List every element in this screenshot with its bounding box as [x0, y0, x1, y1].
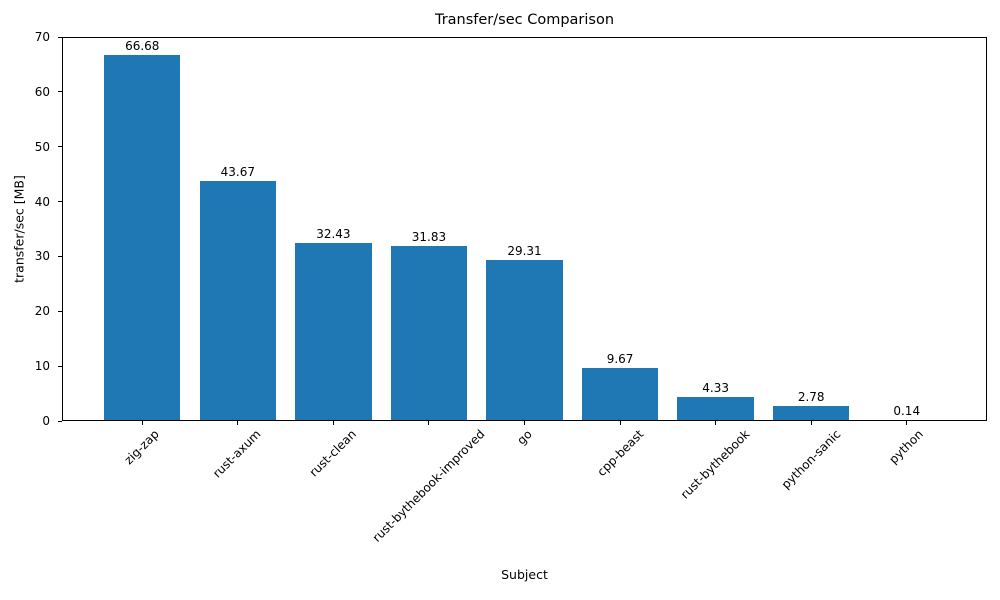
y-tick-label: 10 — [34, 359, 50, 374]
x-tick-mark — [237, 421, 239, 425]
y-tick-mark — [58, 91, 62, 93]
bar-value-label: 2.78 — [797, 389, 825, 404]
bar-rust-bythebook-improved — [390, 246, 468, 421]
bar-go — [486, 260, 563, 421]
chart-title: Transfer/sec Comparison — [434, 12, 615, 28]
bar-value-label: 31.83 — [411, 230, 447, 245]
bar-rust-clean — [295, 243, 372, 421]
bar-value-label: 43.67 — [220, 165, 255, 180]
bar-value-label: 29.31 — [507, 244, 542, 259]
y-tick-mark — [58, 365, 62, 367]
y-tick-label: 30 — [34, 249, 50, 264]
y-tick-mark — [58, 36, 62, 38]
y-tick-label: 40 — [34, 194, 50, 209]
bar-zig-zap — [104, 55, 181, 421]
bar-python-sanic — [772, 405, 850, 421]
bar-value-label: 4.33 — [702, 381, 729, 396]
x-tick-mark — [715, 421, 717, 425]
x-tick-label: python — [886, 427, 927, 467]
bar-value-label: 32.43 — [316, 227, 351, 242]
x-tick-label: rust-bythebook-improved — [369, 427, 488, 545]
x-tick-mark — [810, 421, 812, 425]
x-tick-mark — [524, 421, 525, 425]
x-tick-label: go — [513, 427, 535, 448]
y-axis-label: transfer/sec [MB] — [11, 175, 27, 283]
x-tick-label: python-sanic — [778, 427, 844, 492]
x-tick-label: zig-zap — [121, 427, 162, 468]
y-tick-mark — [58, 201, 62, 203]
x-tick-mark — [428, 421, 430, 425]
y-tick-label: 20 — [34, 304, 50, 319]
x-axis-label: Subject — [501, 567, 548, 582]
bar-cpp-beast — [581, 367, 659, 421]
y-tick-mark — [58, 146, 62, 148]
bar-value-label: 66.68 — [125, 39, 160, 54]
x-tick-label: cpp-beast — [594, 427, 646, 479]
y-tick-mark — [58, 420, 62, 422]
x-tick-label: rust-bythebook — [677, 427, 753, 502]
bar-rust-bythebook — [677, 397, 754, 421]
y-tick-label: 70 — [34, 30, 50, 45]
x-tick-mark — [141, 421, 143, 425]
x-tick-mark — [619, 421, 621, 425]
y-tick-mark — [58, 310, 62, 312]
bar-value-label: 9.67 — [606, 351, 634, 366]
x-tick-label: rust-axum — [210, 427, 264, 481]
bar-value-label: 0.14 — [893, 404, 921, 419]
y-tick-label: 60 — [34, 84, 50, 99]
y-tick-label: 0 — [42, 414, 50, 428]
x-tick-mark — [906, 421, 908, 425]
y-tick-label: 50 — [34, 139, 50, 154]
x-tick-label: rust-clean — [306, 427, 360, 480]
x-tick-mark — [332, 421, 334, 425]
bar-rust-axum — [199, 181, 277, 421]
y-tick-mark — [58, 255, 62, 257]
